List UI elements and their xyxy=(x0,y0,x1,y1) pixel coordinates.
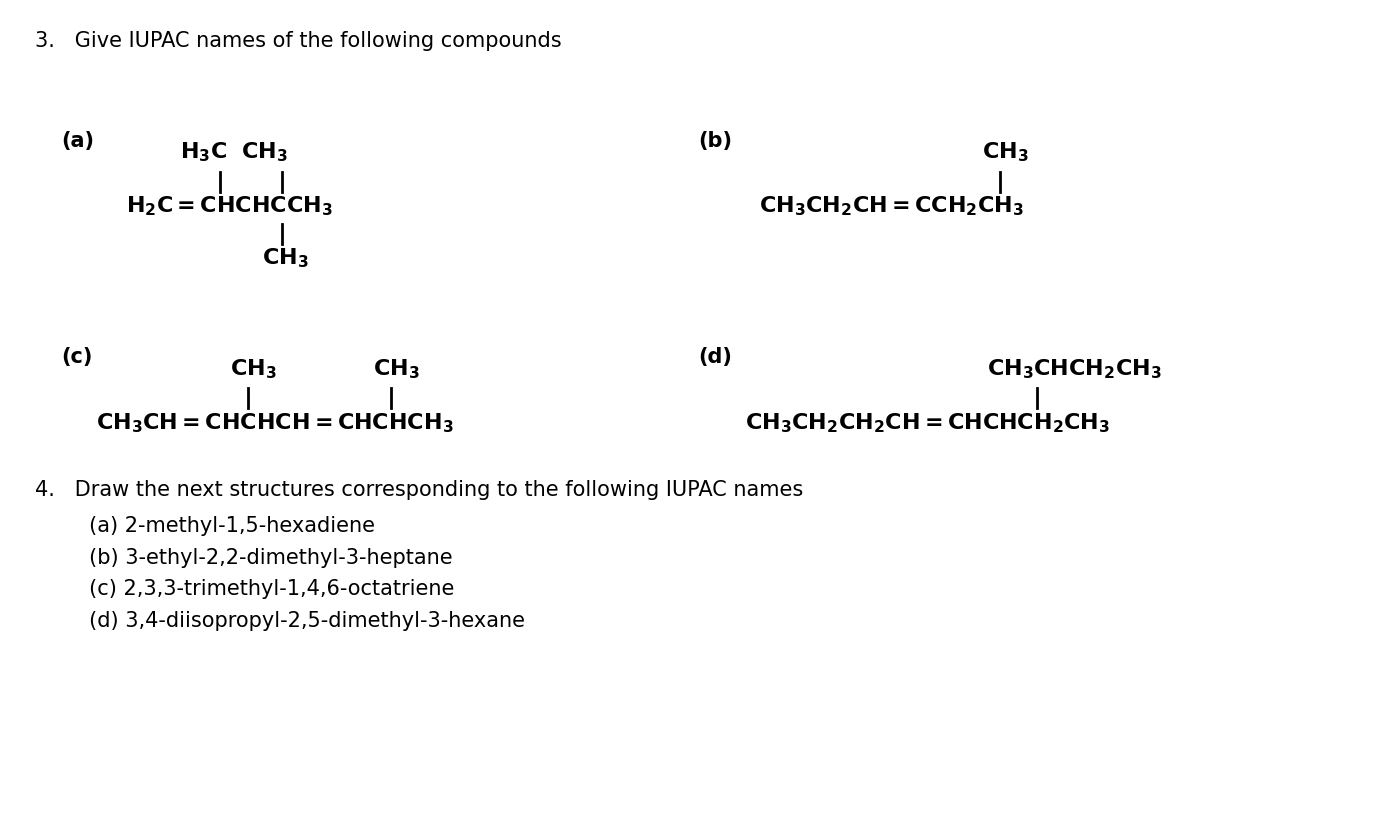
Text: $\mathbf{CH_3CHCH_2CH_3}$: $\mathbf{CH_3CHCH_2CH_3}$ xyxy=(987,357,1162,380)
Text: $\mathbf{CH_3}$: $\mathbf{CH_3}$ xyxy=(983,140,1029,165)
Text: $\mathbf{CH_3}$: $\mathbf{CH_3}$ xyxy=(229,357,277,380)
Text: (d): (d) xyxy=(698,347,733,367)
Text: $\mathbf{H_2C{=}CHCHCCH_3}$: $\mathbf{H_2C{=}CHCHCCH_3}$ xyxy=(125,195,332,218)
Text: $\mathbf{CH_3}$: $\mathbf{CH_3}$ xyxy=(374,357,420,380)
Text: (a): (a) xyxy=(61,131,95,150)
Text: (c): (c) xyxy=(61,347,93,367)
Text: $\mathbf{CH_3CH_2CH_2CH{=}CHCHCH_2CH_3}$: $\mathbf{CH_3CH_2CH_2CH{=}CHCHCH_2CH_3}$ xyxy=(745,411,1109,435)
Text: $\mathbf{CH_3}$: $\mathbf{CH_3}$ xyxy=(263,247,309,271)
Text: (d) 3,4-diisopropyl-2,5-dimethyl-3-hexane: (d) 3,4-diisopropyl-2,5-dimethyl-3-hexan… xyxy=(57,611,525,630)
Text: (b): (b) xyxy=(698,131,733,150)
Text: 4.   Draw the next structures corresponding to the following IUPAC names: 4. Draw the next structures correspondin… xyxy=(35,480,803,500)
Text: $\mathbf{CH_3CH_2CH{=}CCH_2CH_3}$: $\mathbf{CH_3CH_2CH{=}CCH_2CH_3}$ xyxy=(759,195,1024,218)
Text: (c) 2,3,3-trimethyl-1,4,6-octatriene: (c) 2,3,3-trimethyl-1,4,6-octatriene xyxy=(57,579,455,599)
Text: 3.   Give IUPAC names of the following compounds: 3. Give IUPAC names of the following com… xyxy=(35,31,562,50)
Text: (b) 3-ethyl-2,2-dimethyl-3-heptane: (b) 3-ethyl-2,2-dimethyl-3-heptane xyxy=(57,548,453,568)
Text: (a) 2-methyl-1,5-hexadiene: (a) 2-methyl-1,5-hexadiene xyxy=(57,517,375,537)
Text: $\mathbf{CH_3CH{=}CHCHCH{=}CHCHCH_3}$: $\mathbf{CH_3CH{=}CHCHCH{=}CHCHCH_3}$ xyxy=(96,411,453,435)
Text: $\mathbf{H_3C\ \ CH_3}$: $\mathbf{H_3C\ \ CH_3}$ xyxy=(181,140,288,165)
